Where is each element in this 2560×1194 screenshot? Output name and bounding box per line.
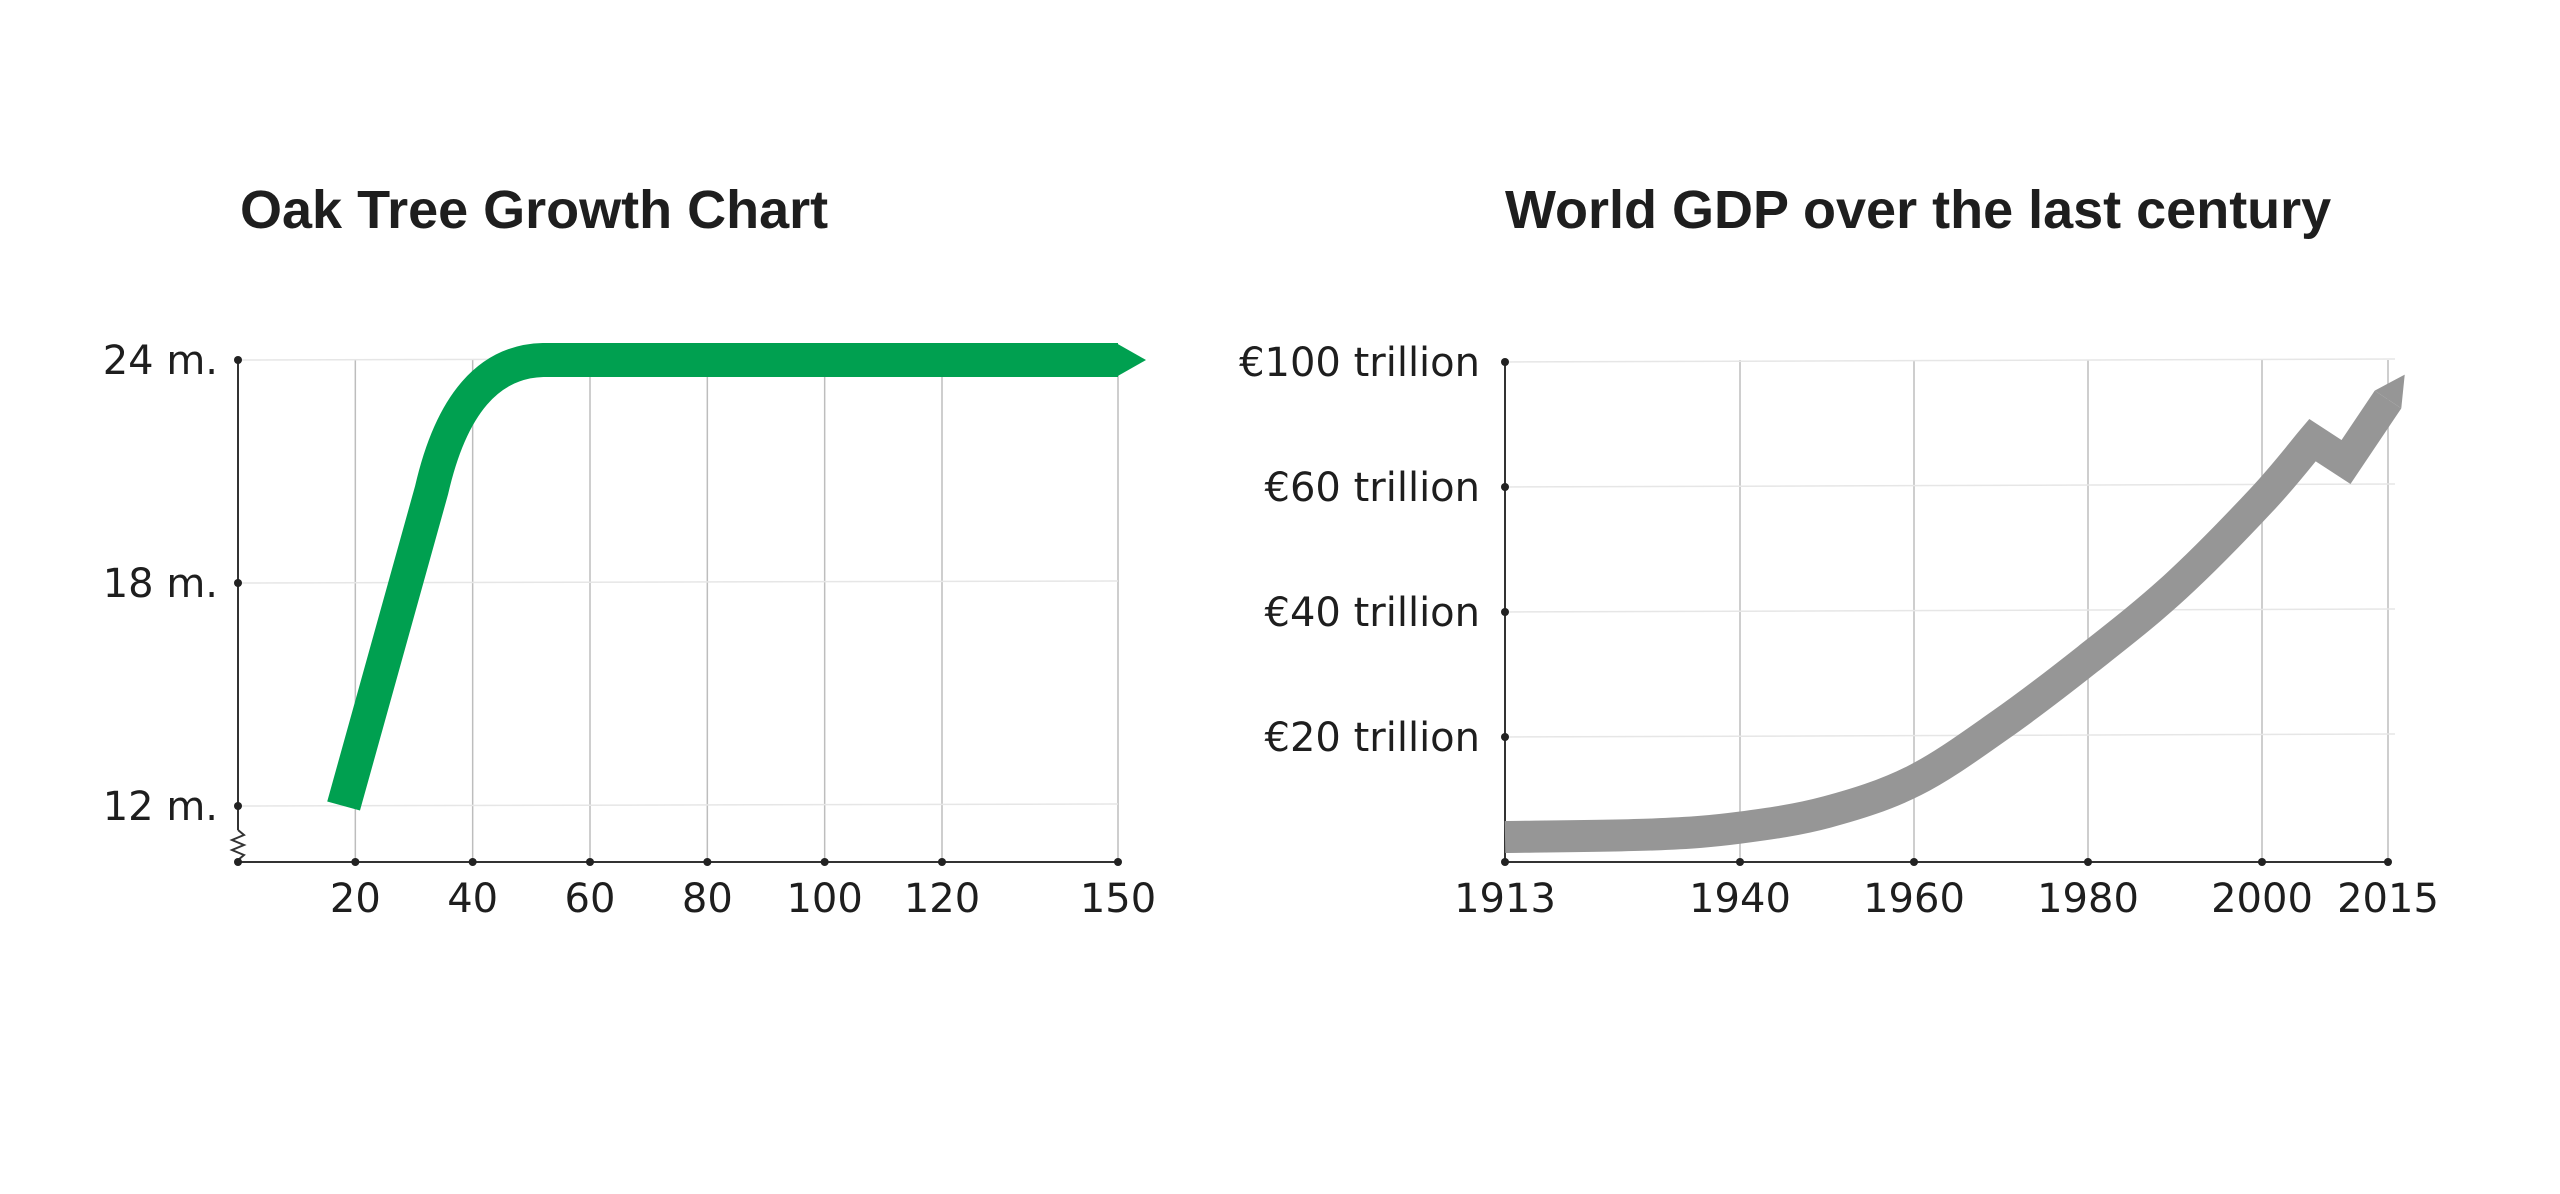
gdp-xtick-dot-1960	[1910, 858, 1918, 866]
oak-xtick-dot-40	[468, 858, 477, 866]
gdp-hgrid-20	[1504, 733, 2396, 738]
oak-ytick-label-24: 24 m.	[103, 338, 218, 384]
oak-hgrid-18	[237, 580, 1119, 584]
gdp-series	[1504, 374, 2405, 853]
gdp-chart-title: World GDP over the last century	[1505, 180, 2331, 240]
gdp-ytick-label-20: €20 trillion	[1265, 715, 1480, 761]
gdp-hgrid-60	[1504, 483, 2396, 488]
oak-axis-break	[229, 829, 247, 861]
gdp-hgrid-100	[1504, 358, 2396, 363]
gdp-tick-labels: 1913 1940 1960 1980 2000 2015 €20 trillion €40 …	[1239, 340, 2439, 922]
oak-ytick-dot-12	[234, 802, 242, 810]
gdp-xtick-label-1960: 1960	[1863, 876, 1965, 922]
oak-xtick-label-20: 20	[330, 876, 381, 922]
oak-ytick-label-12: 12 m.	[103, 784, 218, 830]
oak-chart: Oak Tree Growth Chart 20 40 60 80 100 120 150 1…	[103, 180, 1156, 922]
gdp-ytick-dot-100	[1501, 358, 1509, 366]
gdp-xtick-label-2015: 2015	[2337, 876, 2439, 922]
oak-xtick-label-40: 40	[447, 876, 498, 922]
oak-series	[327, 343, 1146, 811]
oak-gridlines	[237, 357, 1119, 862]
oak-xtick-dot-120	[938, 858, 946, 866]
oak-xtick-dot-60	[586, 858, 594, 866]
oak-xtick-dot-20	[351, 858, 360, 866]
oak-origin-dot	[234, 858, 242, 866]
gdp-xtick-dot-1913	[1501, 858, 1509, 866]
gdp-line	[1504, 390, 2402, 853]
oak-tick-labels: 20 40 60 80 100 120 150 12 m. 18 m. 24 m.	[103, 338, 1156, 922]
gdp-ytick-label-60: €60 trillion	[1265, 465, 1480, 511]
gdp-arrow-head	[2374, 374, 2405, 409]
gdp-ytick-label-40: €40 trillion	[1265, 590, 1480, 636]
oak-xtick-label-150: 150	[1080, 876, 1156, 922]
oak-axes	[229, 356, 1122, 866]
oak-ytick-label-18: 18 m.	[103, 561, 218, 607]
gdp-xtick-label-1940: 1940	[1689, 876, 1791, 922]
gdp-xtick-dot-1980	[2084, 858, 2092, 866]
gdp-ytick-label-100: €100 trillion	[1239, 340, 1480, 386]
gdp-xtick-dot-2015	[2384, 858, 2392, 866]
gdp-ytick-dot-20	[1501, 733, 1509, 741]
oak-xtick-dot-80	[703, 858, 712, 866]
oak-chart-title: Oak Tree Growth Chart	[240, 180, 828, 240]
gdp-xtick-label-2000: 2000	[2211, 876, 2313, 922]
oak-arrow-head	[1116, 343, 1146, 377]
gdp-gridlines	[1504, 358, 2396, 862]
oak-xtick-dot-100	[820, 858, 829, 866]
gdp-hgrid-40	[1504, 608, 2396, 613]
oak-ytick-dot-18	[234, 579, 242, 587]
gdp-chart: World GDP over the last century 1913 1940…	[1239, 180, 2439, 922]
oak-xtick-label-80: 80	[682, 876, 733, 922]
gdp-ytick-dot-40	[1501, 608, 1509, 616]
gdp-xtick-label-1913: 1913	[1454, 876, 1556, 922]
oak-ytick-dot-24	[234, 356, 242, 364]
oak-xtick-dot-150	[1114, 858, 1122, 866]
oak-growth-line	[327, 343, 1118, 811]
oak-xtick-label-100: 100	[786, 876, 862, 922]
gdp-axes	[1501, 358, 2392, 866]
oak-xtick-label-60: 60	[565, 876, 616, 922]
gdp-ytick-dot-60	[1501, 483, 1509, 491]
gdp-xtick-dot-2000	[2258, 858, 2266, 866]
gdp-xtick-dot-1940	[1736, 858, 1744, 866]
oak-xtick-label-120: 120	[904, 876, 980, 922]
oak-hgrid-12	[237, 803, 1119, 807]
gdp-xtick-label-1980: 1980	[2037, 876, 2139, 922]
